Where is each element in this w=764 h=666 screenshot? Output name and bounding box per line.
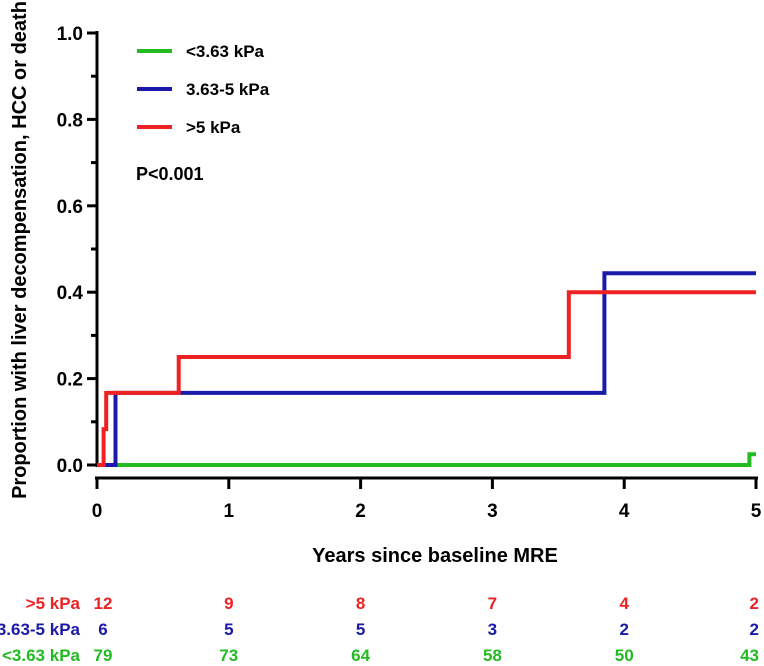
y-axis-title: Proportion with liver decompensation, HC…: [9, 1, 31, 499]
y-tick-label: 0.4: [57, 283, 84, 304]
risk-table-count: 5: [224, 620, 233, 639]
legend-label: >5 kPa: [186, 118, 241, 137]
x-tick-label: 0: [92, 501, 103, 522]
axes: 0.0 0.2 0.4 0.6 0.8 1.0 0 1 2 3 4 5: [57, 24, 762, 522]
risk-table-row-label: >5 kPa: [26, 594, 81, 613]
risk-table-row-label: 3.63-5 kPa: [0, 620, 81, 639]
y-tick-label: 0.2: [57, 370, 83, 391]
x-axis-title: Years since baseline MRE: [312, 545, 558, 567]
x-tick-label: 2: [355, 501, 366, 522]
risk-table-count: 79: [94, 646, 113, 665]
p-value-annotation: P<0.001: [136, 164, 204, 184]
risk-table-count: 3: [488, 620, 497, 639]
risk-table-count: 43: [740, 646, 759, 665]
risk-table-count: 12: [94, 594, 113, 613]
y-tick-label: 0.6: [57, 197, 83, 218]
risk-table-count: 9: [224, 594, 233, 613]
x-tick-label: 4: [619, 501, 630, 522]
risk-table-count: 73: [219, 646, 238, 665]
risk-table-count: 5: [356, 620, 365, 639]
risk-table-row-label: <3.63 kPa: [2, 646, 81, 665]
risk-table-count: 7: [488, 594, 497, 613]
y-tick-label: 0.8: [57, 110, 83, 131]
x-tick-label: 3: [487, 501, 498, 522]
series-layer: [97, 271, 756, 467]
x-tick-label: 1: [224, 501, 235, 522]
y-tick-label: 1.0: [57, 24, 83, 45]
risk-table-count: 4: [619, 594, 629, 613]
risk-table-count: 58: [483, 646, 502, 665]
series-line-2: [97, 290, 756, 467]
series-line-1: [97, 271, 756, 467]
risk-table: >5 kPa 12 9 8 7 4 2 3.63-5 kPa 6 5 5 3 2 2 <3.63 kPa 79…: [0, 594, 759, 665]
risk-table-count: 8: [356, 594, 365, 613]
legend: <3.63 kPa 3.63-5 kPa >5 kPa: [137, 42, 270, 137]
risk-table-count: 2: [750, 620, 759, 639]
risk-table-count: 64: [351, 646, 370, 665]
risk-table-count: 2: [619, 620, 628, 639]
legend-label: 3.63-5 kPa: [186, 80, 270, 99]
y-tick-label: 0.0: [57, 456, 83, 477]
risk-table-count: 2: [750, 594, 759, 613]
legend-label: <3.63 kPa: [186, 42, 265, 61]
x-tick-label: 5: [751, 501, 762, 522]
series-line-0: [97, 452, 756, 467]
risk-table-count: 50: [615, 646, 634, 665]
risk-table-count: 6: [98, 620, 107, 639]
